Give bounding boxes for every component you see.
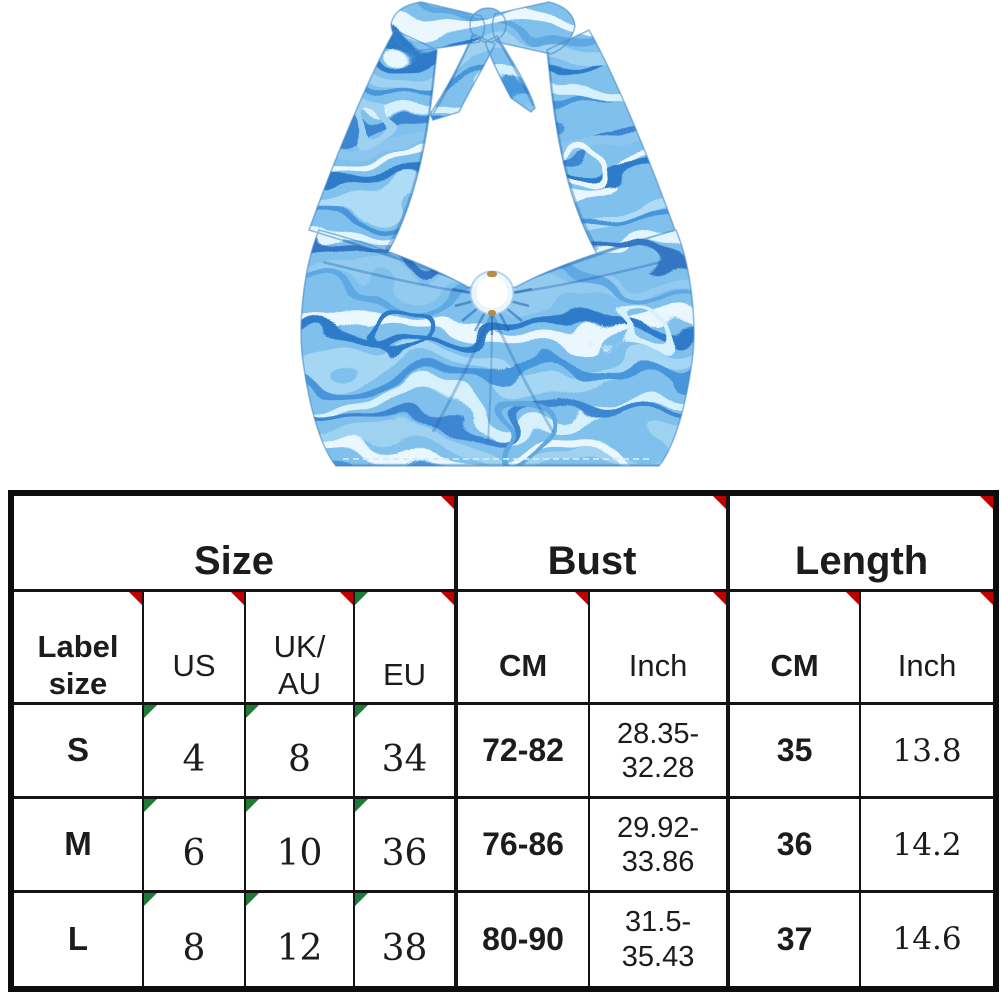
error-marker-icon bbox=[355, 799, 368, 813]
comment-marker-icon bbox=[713, 496, 727, 509]
error-marker-icon bbox=[144, 705, 157, 719]
col-header-bust-cm: CM bbox=[454, 589, 591, 706]
group-header-size: Size bbox=[7, 490, 458, 592]
group-header-bust: Bust bbox=[454, 490, 730, 592]
error-marker-icon bbox=[246, 705, 259, 719]
halter-top-graphic bbox=[300, 1, 695, 467]
comment-marker-icon bbox=[441, 496, 455, 509]
comment-marker-icon bbox=[340, 591, 353, 605]
table-row-s: S 4 8 34 72-82 28.35- 32.28 35 13.8 bbox=[8, 702, 1000, 800]
col-header-label-size: Label size bbox=[8, 589, 144, 706]
col-header-uk-au: UK/ AU bbox=[244, 589, 355, 706]
group-header-length: Length bbox=[726, 490, 1000, 592]
comment-marker-icon bbox=[713, 591, 727, 605]
comment-marker-icon bbox=[129, 591, 142, 605]
table-row-m: M 6 10 36 76-86 29.92- 33.86 36 14.2 bbox=[8, 796, 1000, 894]
comment-marker-icon bbox=[575, 591, 589, 605]
comment-marker-icon bbox=[846, 591, 860, 605]
error-marker-icon bbox=[246, 799, 259, 813]
comment-marker-icon bbox=[441, 591, 455, 605]
col-header-bust-inch: Inch bbox=[588, 589, 730, 706]
error-marker-icon bbox=[355, 591, 368, 605]
product-photo bbox=[283, 0, 713, 480]
error-marker-icon bbox=[355, 705, 368, 719]
col-header-length-inch: Inch bbox=[859, 589, 1000, 706]
o-ring bbox=[469, 270, 515, 316]
error-marker-icon bbox=[144, 893, 157, 907]
col-header-eu: EU bbox=[352, 589, 458, 706]
size-chart-table: Size Bust Length Label size US UK/ A bbox=[7, 490, 1000, 992]
error-marker-icon bbox=[144, 799, 157, 813]
comment-marker-icon bbox=[231, 591, 244, 605]
col-header-length-cm: CM bbox=[726, 589, 862, 706]
error-marker-icon bbox=[355, 893, 368, 907]
table-row-l: L 8 12 38 80-90 31.5- 35.43 37 14.6 bbox=[8, 890, 1000, 992]
error-marker-icon bbox=[246, 893, 259, 907]
comment-marker-icon bbox=[980, 591, 994, 605]
comment-marker-icon bbox=[980, 496, 994, 509]
col-header-us: US bbox=[142, 589, 246, 706]
